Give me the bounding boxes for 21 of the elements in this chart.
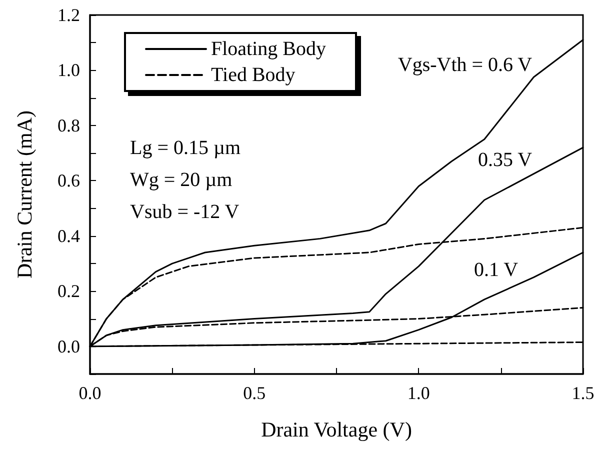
annotation: Vsub = -12 V xyxy=(130,201,240,223)
y-tick-label: 0.0 xyxy=(58,336,80,356)
y-tick-label: 0.8 xyxy=(58,115,80,136)
y-tick-label: 1.2 xyxy=(58,5,80,25)
annotation: 0.1 V xyxy=(474,259,519,281)
x-axis-title: Drain Voltage (V) xyxy=(261,418,412,442)
y-tick-label: 0.6 xyxy=(58,170,80,191)
x-tick-label: 1.0 xyxy=(407,383,430,403)
y-tick-label: 1.0 xyxy=(58,60,80,80)
y-tick-label: 0.4 xyxy=(58,226,80,246)
annotation: Lg = 0.15 µm xyxy=(130,137,242,159)
x-tick-label: 0.5 xyxy=(243,383,266,403)
legend-label: Floating Body xyxy=(211,38,326,60)
x-tick-label: 0.0 xyxy=(78,383,102,403)
annotation: 0.35 V xyxy=(478,149,533,171)
annotation: Vgs-Vth = 0.6 V xyxy=(398,54,533,76)
y-tick-label: 0.2 xyxy=(58,281,80,302)
annotation: Wg = 20 µm xyxy=(130,169,233,191)
y-axis-title: Drain Current (mA) xyxy=(12,110,36,278)
legend-label: Tied Body xyxy=(211,64,296,86)
x-tick-label: 1.5 xyxy=(572,383,594,403)
